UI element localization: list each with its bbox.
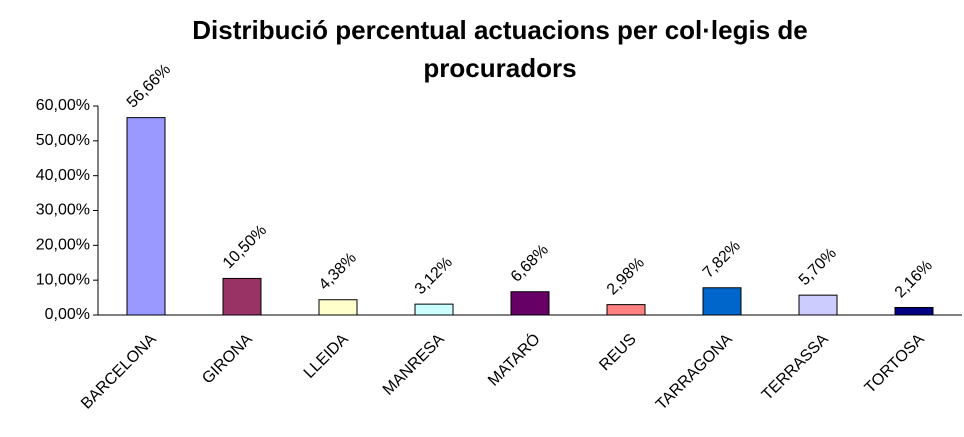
bar bbox=[894, 306, 934, 316]
value-label: 2,16% bbox=[892, 257, 936, 301]
x-tick-label: BARCELONA bbox=[78, 331, 160, 413]
x-tick-label: TERRASSA bbox=[759, 331, 832, 404]
x-tick-label: GIRONA bbox=[199, 331, 256, 388]
bar bbox=[510, 291, 550, 316]
y-tick-label: 10,00% bbox=[36, 271, 90, 288]
value-label: 4,38% bbox=[316, 249, 360, 293]
y-tick-label: 50,00% bbox=[36, 132, 90, 149]
bar bbox=[702, 287, 742, 316]
value-label: 56,66% bbox=[124, 61, 174, 111]
y-tick-label: 0,00% bbox=[45, 306, 90, 323]
chart-title: Distribució percentual actuacions per co… bbox=[192, 15, 808, 45]
x-tick-label: MANRESA bbox=[380, 331, 448, 399]
x-tick-label: REUS bbox=[596, 331, 639, 374]
value-label: 3,12% bbox=[412, 254, 456, 298]
bar bbox=[798, 294, 838, 316]
x-tick-label: MATARÓ bbox=[484, 329, 544, 389]
bar bbox=[126, 117, 166, 316]
value-label: 10,50% bbox=[220, 222, 270, 272]
bar bbox=[606, 304, 646, 316]
bar bbox=[414, 303, 454, 316]
bar bbox=[222, 277, 262, 316]
bar bbox=[318, 299, 358, 316]
value-label: 6,68% bbox=[508, 241, 552, 285]
y-tick-label: 30,00% bbox=[36, 202, 90, 219]
value-label: 5,70% bbox=[796, 245, 840, 289]
y-tick-label: 20,00% bbox=[36, 237, 90, 254]
y-tick-label: 60,00% bbox=[36, 97, 90, 114]
value-label: 7,82% bbox=[700, 237, 744, 281]
value-label: 2,98% bbox=[604, 254, 648, 298]
y-tick-label: 40,00% bbox=[36, 167, 90, 184]
x-tick-label: LLEIDA bbox=[301, 331, 352, 382]
x-tick-label: TARRAGONA bbox=[653, 331, 736, 414]
x-tick-label: TORTOSA bbox=[862, 331, 928, 397]
chart-title: procuradors bbox=[423, 53, 576, 83]
